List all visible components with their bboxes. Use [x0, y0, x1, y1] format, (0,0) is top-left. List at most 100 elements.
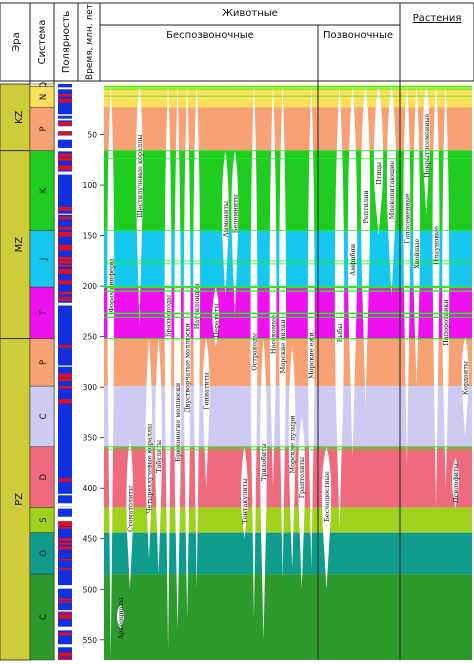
taxon-label: Плауновые: [433, 226, 441, 265]
taxon-label: Морские лилии: [279, 319, 287, 373]
taxon-label: Млекопитающие: [388, 161, 396, 220]
era-cell: [0, 150, 31, 340]
system-cell: [29, 446, 55, 508]
polarity-stripe: [58, 153, 72, 158]
polarity-stripe: [58, 147, 72, 152]
time-tick-label: 200: [83, 282, 98, 291]
taxon-range: [164, 84, 172, 650]
taxon-label: Фораминиферы: [107, 259, 115, 313]
taxon-label: Морские пузыри: [289, 416, 297, 474]
extinction-lines: [104, 84, 472, 660]
polarity-stripe: [58, 280, 72, 285]
polarity-stripe: [58, 503, 72, 507]
taxon-label: Птицы: [375, 162, 383, 185]
era-label: PZ: [14, 493, 25, 506]
taxon-label: Рептилии: [362, 190, 370, 223]
polarity-stripe: [58, 601, 72, 603]
taxon-label: Кордаиты: [462, 361, 470, 395]
time-tick-label: 350: [83, 434, 98, 443]
taxon-label: Аммониты: [222, 201, 230, 237]
system-label: O: [39, 550, 49, 557]
taxon-range: [321, 446, 332, 590]
taxon-range: [298, 417, 306, 590]
taxon-label: Остракоды: [250, 333, 258, 371]
taxon-label: Голосеменные: [403, 193, 411, 243]
taxon-label: Папоротники: [442, 299, 450, 346]
polarity-stripe: [58, 87, 72, 90]
system-label: Q: [39, 82, 49, 89]
taxa-ranges: Фораминиферы Археоциаты Стоматолиты Шестилу…: [107, 84, 470, 660]
system-header: Система: [37, 20, 48, 65]
period-band: [104, 574, 472, 660]
polarity-stripe: [58, 302, 72, 306]
system-cell: [29, 338, 55, 387]
polarity-stripe: [58, 538, 72, 542]
period-band: [104, 84, 472, 87]
taxon-range: [202, 338, 210, 489]
plants-header: Растения: [413, 13, 462, 24]
taxon-label: Псилофиты: [452, 463, 460, 503]
time-tick-label: 500: [83, 585, 98, 594]
period-band: [104, 507, 472, 533]
taxon-label: Табуляты: [155, 440, 163, 473]
system-label: C: [39, 413, 49, 419]
taxon-range: [241, 446, 248, 539]
polarity-stripe: [58, 171, 72, 175]
taxon-label: Брахиоподы: [165, 295, 173, 337]
taxon-range: [193, 84, 201, 590]
taxon-label: Хвойные: [413, 239, 421, 269]
polarity-stripe: [58, 249, 72, 251]
taxon-range: [403, 84, 411, 468]
polarity-stripe: [58, 567, 72, 570]
taxon-label: Цератиты: [212, 303, 220, 337]
polarity-stripe: [58, 98, 72, 103]
taxon-label: Двустворчатые моллюски: [184, 323, 192, 413]
taxon-range: [250, 84, 258, 620]
taxon-range: [422, 84, 430, 216]
period-bands: [104, 84, 472, 660]
polarity-stripe: [58, 291, 72, 295]
polarity-stripe: [58, 365, 72, 367]
taxon-range: [413, 84, 421, 388]
polarity-stripe: [58, 216, 72, 220]
animals-header: Животные: [222, 8, 278, 19]
polarity-stripe: [58, 296, 72, 299]
polarity-stripe: [58, 614, 72, 616]
polarity-stripe: [58, 611, 72, 614]
polarity-stripe: [58, 345, 72, 348]
polarity-stripe: [58, 493, 72, 496]
polarity-stripe: [58, 626, 72, 631]
polarity-stripe: [58, 298, 72, 301]
polarity-stripe: [58, 93, 72, 97]
invertebrates-header: Беспозвоночные: [166, 30, 254, 41]
taxon-range: [107, 84, 115, 660]
era-label: MZ: [14, 237, 25, 253]
polarity-stripe: [58, 135, 72, 140]
polarity-stripe: [58, 644, 72, 648]
taxon-range: [461, 336, 469, 438]
system-label: S: [39, 517, 49, 522]
system-label: T: [39, 309, 49, 316]
polarity-header: Полярность: [61, 11, 72, 73]
taxon-label: Морские ежи: [308, 332, 316, 379]
polarity-stripe: [58, 386, 72, 389]
polarity-stripe: [58, 632, 72, 636]
taxon-label: Четырехлучевые кораллы: [145, 424, 153, 514]
taxon-range: [451, 457, 459, 509]
taxon-range: [136, 84, 143, 327]
system-cell: [29, 106, 55, 151]
system-label: P: [39, 360, 49, 365]
period-band: [104, 107, 472, 151]
taxon-range: [360, 84, 371, 408]
taxon-label: Шестилучевые кораллы: [136, 135, 144, 218]
polarity-stripe: [58, 114, 72, 116]
polarity-stripe: [58, 616, 72, 619]
taxon-label: Трилобиты: [260, 443, 268, 481]
polarity-stripe: [58, 516, 72, 522]
taxon-label: Насекомые: [270, 315, 278, 354]
polarity-stripe: [58, 521, 72, 526]
polarity-stripe: [58, 122, 72, 126]
polarity-stripe: [58, 244, 72, 250]
taxon-range: [155, 338, 162, 575]
polarity-stripe: [58, 546, 72, 550]
